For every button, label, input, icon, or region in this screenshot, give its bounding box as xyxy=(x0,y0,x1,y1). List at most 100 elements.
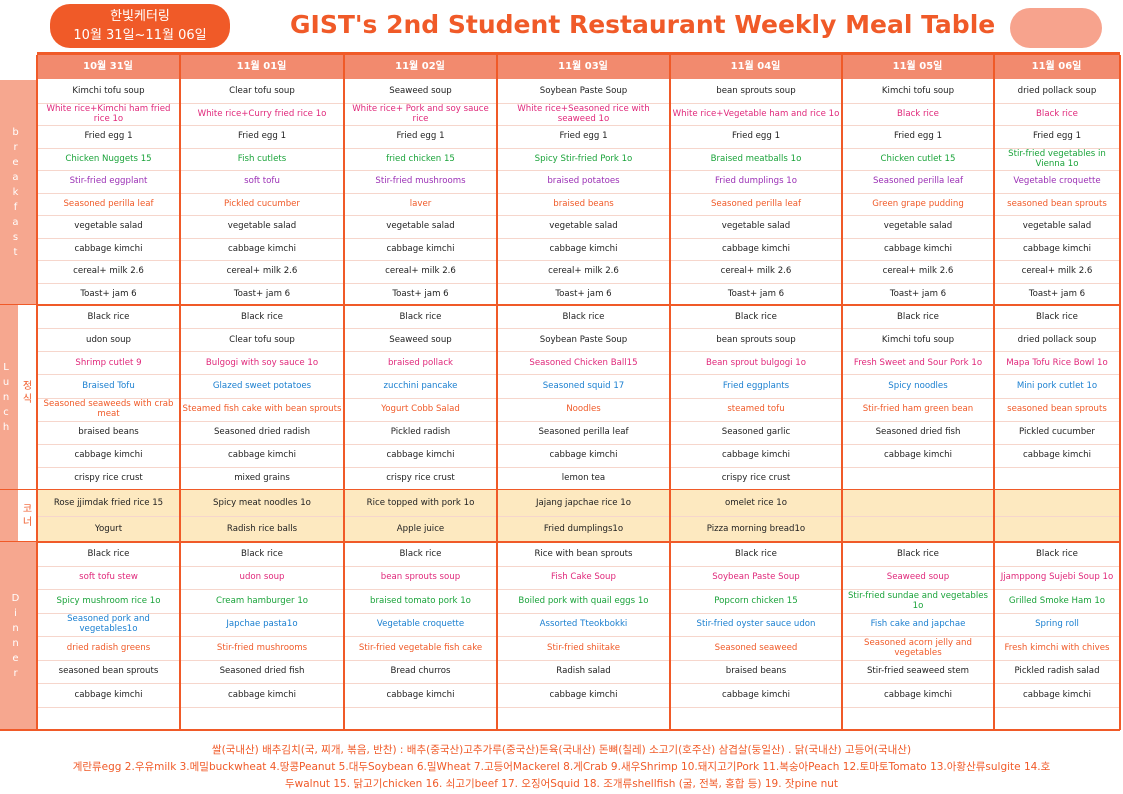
menu-item: dried pollack soup xyxy=(1017,86,1097,97)
menu-item: Yogurt Cobb Salad xyxy=(381,404,460,415)
menu-item: Seasoned pork and vegetables1o xyxy=(67,614,150,635)
menu-item: Seaweed soup xyxy=(389,334,452,345)
menu-item: cabbage kimchi xyxy=(884,689,952,700)
menu-item: cabbage kimchi xyxy=(884,450,952,461)
menu-item: crispy rice crust xyxy=(74,473,143,484)
row-line xyxy=(37,215,1120,216)
section-label xyxy=(0,490,18,542)
menu-item: Pizza morning bread1o xyxy=(706,524,806,534)
menu-item: Stir-fried eggplant xyxy=(69,176,148,187)
menu-item: Stir-fried mushrooms xyxy=(216,642,308,653)
menu-item: cabbage kimchi xyxy=(722,243,790,254)
menu-item: Glazed sweet potatoes xyxy=(212,380,312,391)
section-line xyxy=(0,304,1120,306)
menu-item: Seasoned perilla leaf xyxy=(63,198,154,209)
menu-item: Fresh Sweet and Sour Pork 1o xyxy=(853,357,983,368)
menu-item: Fish cake and japchae xyxy=(870,619,966,630)
menu-item: Black rice xyxy=(1036,108,1078,119)
menu-item: Popcorn chicken 15 xyxy=(714,595,798,606)
menu-item: Kimchi tofu soup xyxy=(881,334,955,345)
menu-item: Spicy meat noodles 1o xyxy=(213,498,311,508)
menu-item: cereal+ milk 2.6 xyxy=(882,266,954,277)
menu-item: bean sprouts soup xyxy=(380,572,461,583)
row-line xyxy=(37,612,1120,614)
menu-item: cereal+ milk 2.6 xyxy=(226,266,298,277)
col-line xyxy=(179,55,181,730)
col-line xyxy=(343,55,345,730)
menu-item: laver xyxy=(409,198,432,209)
menu-item: Toast+ jam 6 xyxy=(889,288,947,299)
menu-item: cabbage kimchi xyxy=(549,689,618,700)
menu-item: Fried egg 1 xyxy=(237,131,287,142)
menu-item: Rose jjimdak fried rice 15 xyxy=(53,498,164,508)
menu-item: cereal+ milk 2.6 xyxy=(548,266,619,277)
menu-item: Chicken Nuggets 15 xyxy=(65,153,152,164)
menu-item: Spring roll xyxy=(1035,619,1079,630)
menu-item: dried radish greens xyxy=(66,642,151,653)
menu-item: Mini pork cutlet 1o xyxy=(1016,380,1098,391)
menu-item: braised tomato pork 1o xyxy=(370,595,471,606)
menu-item: cereal+ milk 2.6 xyxy=(385,266,456,277)
menu-item: cereal+ milk 2.6 xyxy=(1021,266,1093,277)
row-line xyxy=(37,466,1120,468)
menu-item: Stir-fried vegetable fish cake xyxy=(358,642,483,653)
day-header: 11월 02일 xyxy=(344,55,497,79)
row-line xyxy=(37,170,1120,171)
menu-item: Seasoned seaweed xyxy=(714,642,798,653)
row-line xyxy=(37,683,1120,684)
menu-item: Fried egg 1 xyxy=(731,131,781,142)
menu-item: Clear tofu soup xyxy=(229,334,295,345)
col-line xyxy=(841,55,843,730)
menu-item: Seasoned dried radish xyxy=(213,427,311,438)
row-line xyxy=(37,659,1120,661)
menu-item: Pickled radish salad xyxy=(1014,666,1100,677)
menu-item: Bean sprout bulgogi 1o xyxy=(705,357,806,368)
menu-item: Fried eggplants xyxy=(722,380,790,391)
day-header: 11월 05일 xyxy=(842,55,994,79)
badge-line: 한빛케터링 xyxy=(110,9,170,24)
menu-item: Fried egg 1 xyxy=(893,131,943,142)
menu-item: braised beans xyxy=(553,198,614,209)
menu-item: Seasoned garlic xyxy=(721,427,791,438)
menu-item: Braised meatballs 1o xyxy=(710,153,802,164)
menu-item: Toast+ jam 6 xyxy=(80,288,137,299)
menu-item: Fried egg 1 xyxy=(84,131,133,142)
menu-item: Kimchi tofu soup xyxy=(72,86,145,97)
menu-item: Toast+ jam 6 xyxy=(1028,288,1086,299)
menu-item: Jajang japchae rice 1o xyxy=(535,498,632,508)
menu-item: Black rice xyxy=(241,311,283,322)
menu-item: Seaweed soup xyxy=(886,572,950,583)
menu-item: Kimchi tofu soup xyxy=(881,86,955,97)
menu-item: Chicken cutlet 15 xyxy=(880,153,956,164)
menu-item: Pickled cucumber xyxy=(224,198,300,209)
row-line xyxy=(37,397,1120,399)
menu-item: cereal+ milk 2.6 xyxy=(73,266,144,277)
menu-item: Grilled Smoke Ham 1o xyxy=(1008,595,1106,606)
section-label: breakfast xyxy=(0,80,37,305)
menu-item: cabbage kimchi xyxy=(386,450,455,461)
col-line xyxy=(496,55,498,730)
menu-item: Soybean Paste Soup xyxy=(539,86,628,97)
menu-item: Boiled pork with quail eggs 1o xyxy=(518,595,649,606)
menu-item: braised pollack xyxy=(387,357,454,368)
section-label: Dinner xyxy=(0,542,37,730)
menu-item: Seaweed soup xyxy=(389,86,452,97)
menu-item: Toast+ jam 6 xyxy=(392,288,449,299)
menu-item: Seasoned perilla leaf xyxy=(872,176,964,187)
menu-item: steamed tofu xyxy=(727,404,785,415)
menu-item: Assorted Tteokbokki xyxy=(539,619,628,630)
menu-item: vegetable salad xyxy=(74,221,143,232)
menu-item: Fried egg 1 xyxy=(559,131,608,142)
menu-item: Black rice xyxy=(735,548,777,559)
menu-item: Black rice xyxy=(1036,548,1078,559)
menu-item: White rice+Kimchi ham fried rice 1o xyxy=(46,103,171,124)
col-line xyxy=(669,55,671,730)
sub-label: 코너 xyxy=(18,490,37,542)
menu-item: Stir-fried vegetables in Vienna 1o xyxy=(1008,148,1106,169)
menu-item: cabbage kimchi xyxy=(74,450,143,461)
menu-item: vegetable salad xyxy=(386,221,455,232)
title: GIST's 2nd Student Restaurant Weekly Mea… xyxy=(290,10,996,39)
menu-item: Cream hamburger 1o xyxy=(215,595,309,606)
menu-item: Fried egg 1 xyxy=(396,131,445,142)
menu-item: Black rice xyxy=(399,548,442,559)
